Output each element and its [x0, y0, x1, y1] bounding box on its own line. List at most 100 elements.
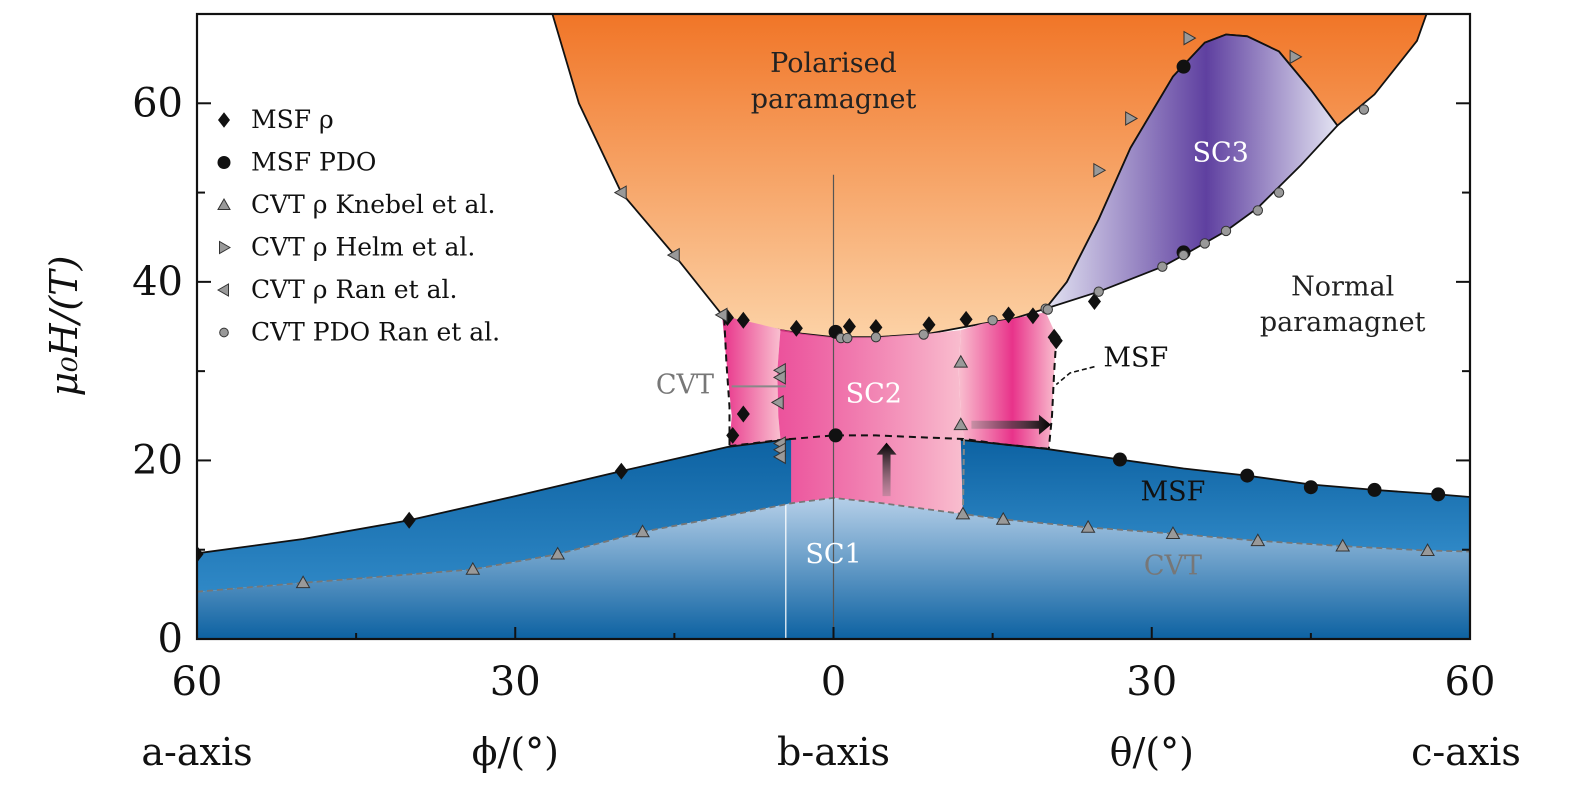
phase-regions [197, 14, 1470, 639]
data-point [1112, 452, 1127, 467]
data-point [1002, 306, 1016, 324]
legend-item: CVT ρ Ran et al. [216, 275, 457, 304]
x-tick-label: 60 [1445, 659, 1496, 705]
legend-marker [216, 283, 229, 297]
data-point [1093, 162, 1107, 178]
legend-marker [219, 327, 229, 338]
data-point [1199, 238, 1210, 249]
data-point [614, 462, 628, 480]
sc2-left-dashed-boundary [723, 318, 731, 447]
data-point [842, 318, 856, 335]
data-point [1220, 225, 1232, 237]
legend-label: CVT PDO Ran et al. [251, 318, 500, 347]
legend-marker [219, 240, 232, 255]
data-point [1026, 307, 1040, 325]
field-arrows [876, 414, 1051, 497]
x-tick-label: 30 [490, 659, 541, 705]
data-point [1183, 30, 1197, 46]
data-point [869, 318, 883, 336]
msf-boundary-line [197, 438, 1470, 555]
arrow-up-icon [876, 442, 897, 497]
legend-marker [217, 197, 231, 210]
region-label: SC3 [1193, 137, 1249, 168]
data-point [953, 417, 969, 431]
data-point [772, 449, 786, 465]
x-tick-label: 60 [172, 659, 223, 705]
sc2-right-dashed-boundary [1047, 338, 1058, 449]
data-point [666, 247, 680, 263]
data-point [1367, 482, 1382, 497]
legend-label: MSF PDO [251, 148, 376, 177]
region-labels: Polarised paramagnet Normal paramagnet SC1 SC… [656, 48, 1426, 582]
data-point [1273, 187, 1285, 198]
data-point [1042, 304, 1053, 315]
data-point [955, 506, 971, 520]
series-1 [828, 59, 1446, 502]
region-label: MSF [1141, 477, 1206, 508]
region-label: SC1 [805, 539, 861, 570]
data-point [1176, 59, 1191, 74]
x-axis-captions: a-axis ϕ/(°) b-axis θ/(°) c-axis [141, 730, 1521, 774]
data-point [1178, 249, 1189, 261]
data-point [402, 511, 416, 529]
region-label: MSF [1103, 343, 1168, 374]
axis-ticks [196, 102, 1471, 640]
legend-label: CVT ρ Ran et al. [251, 275, 457, 304]
series-4 [613, 185, 786, 465]
data-point [1420, 543, 1435, 556]
data-point [1250, 533, 1266, 547]
legend-item: MSF PDO [217, 148, 376, 177]
x-caption: ϕ/(°) [472, 730, 559, 774]
legend-marker [217, 156, 231, 169]
data-point [1431, 487, 1446, 502]
data-point [613, 185, 627, 200]
msf-band-left [197, 439, 792, 592]
data-point [953, 354, 969, 368]
sc2-right-edge-region [958, 312, 1057, 449]
data-point [1335, 538, 1351, 552]
sc2-center-region [777, 329, 964, 514]
data-point [772, 370, 786, 385]
data-point [1240, 468, 1255, 483]
region-label: Polarised [770, 48, 897, 79]
x-caption: b-axis [777, 730, 890, 774]
x-caption: a-axis [141, 730, 252, 774]
legend-item: CVT PDO Ran et al. [219, 318, 500, 347]
data-point [918, 329, 929, 340]
y-axis-label: μ₀H/(T) [42, 256, 86, 397]
region-label: CVT [1144, 551, 1202, 582]
data-point [1289, 49, 1303, 65]
legend-item: CVT ρ Knebel et al. [217, 190, 495, 219]
data-point [842, 332, 853, 344]
legend-label: CVT ρ Helm et al. [251, 233, 475, 262]
data-point [1252, 205, 1264, 216]
region-label: paramagnet [751, 84, 917, 115]
data-point [1093, 286, 1104, 297]
data-point [1087, 293, 1101, 310]
legend-item: CVT ρ Helm et al. [219, 233, 475, 262]
y-tick-label: 0 [158, 616, 183, 662]
data-point [995, 511, 1011, 525]
data-point [1165, 526, 1181, 540]
region-label: Normal [1291, 271, 1394, 302]
y-tick-label: 60 [132, 80, 183, 126]
region-label: CVT [656, 369, 714, 400]
data-point [1303, 480, 1318, 495]
data-point [1358, 104, 1370, 115]
data-point [714, 307, 728, 323]
data-point [1080, 519, 1096, 533]
data-point [1125, 111, 1139, 126]
x-tick-label: 0 [821, 659, 846, 705]
region-label: SC2 [846, 378, 902, 409]
data-point [770, 395, 784, 410]
legend-label: MSF ρ [251, 105, 334, 134]
x-caption: θ/(°) [1110, 730, 1194, 774]
y-tick-label: 40 [132, 259, 183, 305]
sc2-dashed-boundary [729, 434, 1049, 450]
data-point [922, 316, 936, 334]
series-5 [835, 104, 1370, 344]
legend-item: MSF ρ [218, 105, 334, 134]
data-point [1157, 261, 1168, 272]
data-point [736, 405, 750, 423]
